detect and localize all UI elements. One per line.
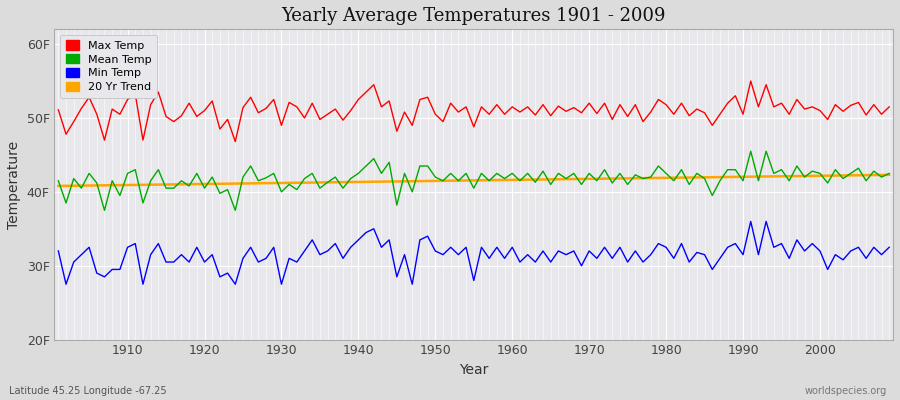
Y-axis label: Temperature: Temperature: [7, 140, 21, 228]
Text: Latitude 45.25 Longitude -67.25: Latitude 45.25 Longitude -67.25: [9, 386, 166, 396]
Title: Yearly Average Temperatures 1901 - 2009: Yearly Average Temperatures 1901 - 2009: [282, 7, 666, 25]
X-axis label: Year: Year: [459, 363, 489, 377]
Text: worldspecies.org: worldspecies.org: [805, 386, 886, 396]
Legend: Max Temp, Mean Temp, Min Temp, 20 Yr Trend: Max Temp, Mean Temp, Min Temp, 20 Yr Tre…: [60, 35, 157, 98]
